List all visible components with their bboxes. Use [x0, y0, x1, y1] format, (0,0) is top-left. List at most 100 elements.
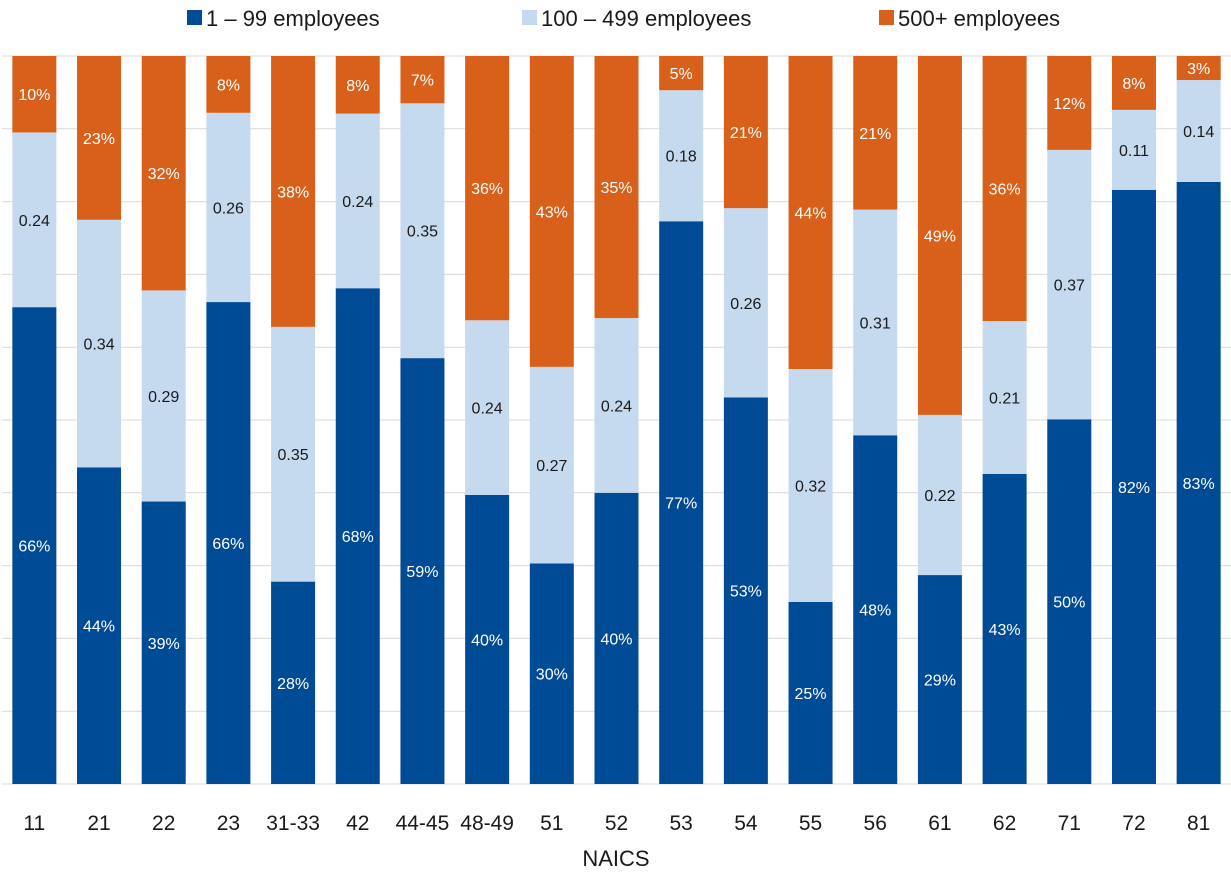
data-label: 39%	[148, 636, 180, 653]
bar-segment	[723, 208, 768, 398]
bar-segment	[723, 397, 768, 784]
data-label: 66%	[18, 539, 50, 556]
legend: 1 – 99 employees 100 – 499 employees 500+ …	[187, 6, 1060, 31]
data-label: 0.24	[601, 398, 632, 415]
x-tick-label: 55	[799, 812, 822, 835]
bar-segment	[141, 56, 186, 291]
data-label: 0.35	[407, 224, 438, 241]
data-label: 28%	[277, 676, 309, 693]
x-tick-label: 52	[605, 812, 628, 835]
data-label: 0.18	[666, 149, 697, 166]
bar-segment	[659, 221, 704, 785]
bar-segment	[788, 369, 833, 602]
legend-swatch	[879, 10, 894, 25]
bar-segment	[271, 326, 316, 582]
x-tick-label: 72	[1122, 812, 1145, 835]
bar-segment	[335, 288, 380, 784]
data-label: 0.37	[1054, 278, 1085, 295]
data-label: 0.11	[1119, 143, 1149, 160]
data-label: 44%	[795, 206, 827, 223]
data-label: 10%	[18, 87, 50, 104]
data-label: 0.26	[213, 200, 244, 217]
bar-segment	[853, 209, 898, 436]
data-label: 23%	[83, 131, 115, 148]
legend-label: 1 – 99 employees	[206, 6, 380, 31]
data-label: 0.32	[795, 479, 826, 496]
data-label: 8%	[346, 78, 369, 95]
bar-segment	[141, 501, 186, 784]
x-tick-label: 53	[670, 812, 693, 835]
data-label: 7%	[411, 73, 434, 90]
data-label: 0.24	[472, 401, 503, 418]
bar-segment	[853, 435, 898, 784]
bar-segment	[982, 320, 1027, 474]
bar-segment	[465, 56, 510, 321]
data-label: 49%	[924, 228, 956, 245]
data-label: 0.24	[342, 194, 373, 211]
x-tick-label: 48-49	[460, 812, 514, 835]
bar-segment	[335, 113, 380, 289]
x-tick-label: 62	[993, 812, 1016, 835]
data-label: 68%	[342, 529, 374, 546]
data-label: 53%	[730, 584, 762, 601]
data-label: 5%	[670, 66, 693, 83]
bar-segment	[400, 56, 445, 104]
x-tick-label: 54	[734, 812, 758, 835]
bar-segment	[659, 56, 704, 91]
x-tick-label: 11	[23, 812, 45, 835]
data-label: 36%	[989, 181, 1021, 198]
bar-segment	[271, 56, 316, 327]
x-tick-label: 81	[1187, 812, 1210, 835]
data-label: 50%	[1053, 595, 1085, 612]
data-label: 0.34	[83, 337, 114, 354]
bar-segment	[1176, 80, 1221, 182]
data-label: 25%	[795, 686, 827, 703]
data-label: 0.21	[989, 390, 1020, 407]
bar-segment	[982, 56, 1027, 321]
bar-segment	[1047, 149, 1092, 420]
bar-segment	[1111, 109, 1156, 190]
x-tick-label: 61	[928, 812, 951, 835]
x-tick-label: 42	[346, 812, 369, 835]
bar-segment	[982, 473, 1027, 784]
bar-segment	[529, 366, 574, 564]
data-label: 0.27	[536, 458, 567, 475]
x-tick-label: 22	[152, 812, 175, 835]
legend-swatch	[522, 10, 537, 25]
bar-segment	[271, 581, 316, 784]
bar-segment	[12, 56, 57, 133]
x-axis-ticks: 11 21 22 23 31-33 42 44-45 48-49 51 52 53 54 55 56 61 6…	[23, 812, 1210, 835]
bar-segment	[206, 112, 251, 303]
bar-segment	[529, 563, 574, 784]
data-label: 77%	[665, 496, 697, 513]
bar-segment	[594, 56, 639, 319]
x-tick-label: 56	[864, 812, 887, 835]
x-axis-title: NAICS	[582, 846, 649, 871]
bar-segment	[788, 602, 833, 784]
bar-segment	[12, 132, 57, 308]
bar-segment	[77, 219, 122, 468]
data-label: 29%	[924, 673, 956, 690]
bar-segment	[1176, 181, 1221, 785]
data-label: 38%	[277, 184, 309, 201]
bar-segment	[1111, 189, 1156, 784]
bar-segment	[1047, 56, 1092, 150]
data-label: 40%	[600, 631, 632, 648]
data-label: 82%	[1118, 480, 1150, 497]
bar-segment	[723, 56, 768, 209]
bar-segment	[465, 320, 510, 495]
data-label: 8%	[1122, 76, 1145, 93]
bar-segment	[917, 575, 962, 784]
data-label: 40%	[471, 632, 503, 649]
x-tick-label: 23	[217, 812, 240, 835]
bar-segment	[465, 494, 510, 784]
bar-segment	[788, 56, 833, 370]
bar-segment	[594, 318, 639, 493]
data-label: 44%	[83, 619, 115, 636]
data-label: 36%	[471, 181, 503, 198]
bar-segment	[206, 56, 251, 113]
bar-segment	[917, 56, 962, 415]
data-label: 8%	[217, 77, 240, 94]
x-tick-label: 71	[1058, 812, 1081, 835]
